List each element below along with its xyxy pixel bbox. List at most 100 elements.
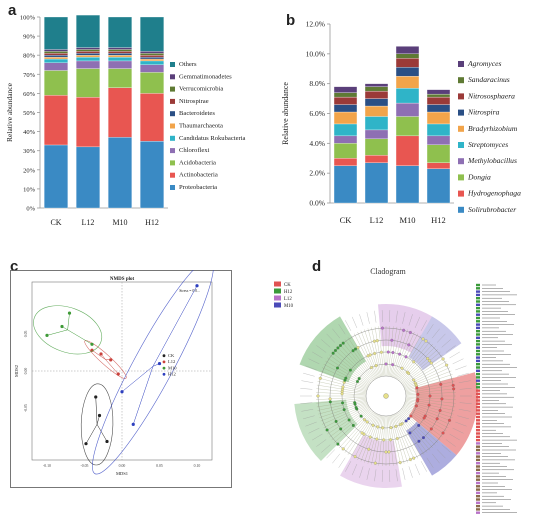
cladogram-branch: [339, 410, 373, 449]
clade-label-stub: [308, 427, 320, 434]
clade-label-stub: [437, 449, 446, 459]
cladogram-node: [368, 435, 372, 439]
key-swatch: [476, 303, 480, 306]
cladogram-node: [316, 394, 320, 398]
cladogram-node: [390, 338, 394, 342]
cladogram-node: [424, 339, 428, 343]
cladogram-node: [341, 447, 345, 451]
cladogram-branch: [318, 401, 367, 415]
bar-segment: [395, 102, 420, 117]
key-swatch: [476, 356, 480, 359]
chart-c-nmds: NMDS plot Stress = 0.0... -0.10 -0.05 0.00 0.…: [10, 270, 232, 488]
cladogram-branch: [323, 404, 369, 428]
cladogram-branch: [327, 357, 370, 386]
cladogram-node: [451, 383, 455, 387]
key-swatch: [476, 359, 480, 363]
bar-segment: [44, 58, 68, 63]
cladogram-node: [389, 426, 393, 430]
key-swatch: [476, 462, 480, 465]
clade-highlight: [340, 434, 402, 488]
cladogram-branch: [393, 414, 412, 462]
bar-segment: [395, 76, 420, 89]
cladogram-node: [353, 455, 357, 459]
legend-label: Candidatus Rokubacteria: [179, 135, 246, 142]
y-axis-label: Relative abundance: [281, 82, 290, 145]
y-tick-label: 30%: [23, 148, 36, 155]
legend-swatch: [170, 185, 175, 190]
spider-line: [152, 285, 198, 367]
key-swatch: [476, 491, 480, 495]
bar-segment: [426, 123, 451, 137]
bar-segment: [426, 144, 451, 163]
y-tick-label: 20%: [23, 167, 36, 174]
clade-label-stub: [455, 421, 467, 427]
cladogram-branch: [390, 415, 401, 465]
cladogram-node: [416, 392, 420, 396]
bar-segment: [395, 116, 420, 137]
cladogram-node: [395, 437, 399, 441]
cladogram-node: [379, 350, 383, 354]
clade-label-stub: [414, 316, 420, 329]
data-point: [84, 442, 88, 446]
clade-label-stub: [332, 453, 340, 464]
cladogram-node: [351, 423, 355, 427]
clade-label-stub: [321, 339, 331, 348]
clade-label-stub: [352, 316, 358, 329]
key-swatch: [476, 339, 480, 343]
chart-a-stacked-bar: 0% 10% 20% 30% 40% 50% 60% 70% 80% 90% 100% Relativ…: [5, 15, 246, 228]
cladogram-branch: [404, 402, 453, 418]
bar-segment: [364, 138, 389, 156]
clade-label-stub: [301, 380, 314, 383]
data-point: [131, 422, 135, 426]
cladogram-branch: [378, 415, 385, 466]
cladogram-node: [426, 357, 430, 361]
key-swatch: [476, 435, 480, 438]
x-tick-label: -0.10: [43, 464, 51, 468]
key-swatch: [476, 389, 480, 392]
cladogram-branch: [391, 328, 405, 377]
cladogram-node: [408, 431, 412, 435]
group-ellipse: [92, 270, 214, 475]
cladogram-node: [404, 355, 408, 359]
clade-label-stub: [459, 402, 472, 404]
bar-segment: [426, 89, 451, 95]
y-tick-label: 6.0%: [309, 109, 325, 118]
key-swatch: [476, 402, 480, 405]
clade-label-stub: [374, 310, 377, 323]
cladogram-branch: [316, 396, 367, 400]
cladogram-node: [407, 343, 411, 347]
data-point: [67, 311, 72, 315]
cladogram-node: [386, 350, 390, 354]
bar-segment: [108, 68, 132, 88]
clade-label-stub: [326, 333, 335, 343]
y-axis-label: Relative abundance: [5, 82, 14, 142]
cladogram-node: [427, 403, 431, 407]
clade-label-stub: [408, 466, 413, 478]
cladogram-node: [341, 341, 345, 345]
cladogram-node: [407, 417, 411, 421]
data-point: [90, 342, 94, 346]
x-tick-label: M10: [112, 218, 127, 227]
y-tick-label: 0.0%: [309, 199, 325, 208]
clade-label-stub: [332, 328, 340, 339]
key-swatch: [476, 310, 480, 313]
key-swatch: [476, 346, 480, 349]
cladogram-branch: [404, 367, 450, 388]
legend-label: L12: [168, 359, 175, 364]
chart-title: NMDS plot: [110, 277, 135, 282]
bar-segment: [76, 56, 100, 62]
key-swatch: [476, 366, 480, 369]
cladogram-branch: [401, 351, 441, 384]
cladogram-root: [383, 393, 389, 399]
clade-highlight: [408, 316, 462, 371]
cladogram-branch: [344, 339, 375, 380]
cladogram-node: [428, 394, 432, 398]
cladogram-node: [407, 371, 411, 375]
bar-segment: [333, 143, 358, 159]
cladogram-node: [336, 346, 340, 350]
key-swatch: [476, 429, 480, 432]
cladogram-node: [359, 414, 363, 418]
cladogram-node: [409, 414, 413, 418]
x-tick-label: L12: [82, 218, 95, 227]
cladogram-node: [348, 368, 352, 372]
